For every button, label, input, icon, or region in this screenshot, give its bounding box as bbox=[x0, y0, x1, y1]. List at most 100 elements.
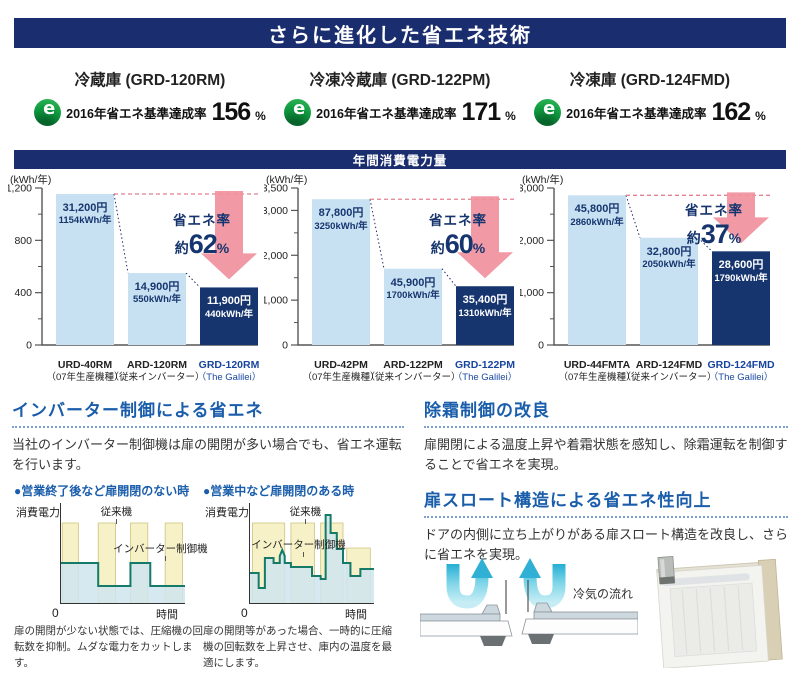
eco-achievement: e 2016年省エネ基準達成率 162 % bbox=[500, 98, 800, 126]
annual-power-title: 年間消費電力量 bbox=[352, 154, 448, 168]
svg-text:0: 0 bbox=[26, 340, 32, 352]
bar-chart-grd122pm: (kWh/年) 3,500 3,000 2,000 1,000 0 省エネ率 約60% … bbox=[264, 166, 524, 388]
bar-chart-grd124fmd: (kWh/年) 3,000 2,000 1,000 0 省エネ率 約37% URD-4… bbox=[520, 166, 780, 388]
section-body: 当社のインバーター制御機は扉の開閉が多い場合でも、省エネ運転を行います。 bbox=[12, 437, 402, 472]
step-chart-doors-opening: ●営業中など扉開閉のある時 消費電力 従来機 インバーター制御機 0 時間 扉の… bbox=[203, 482, 395, 669]
conventional-machine-label: 従来機 bbox=[289, 506, 322, 524]
category-label: ARD-124FMD （従来インバーター） bbox=[621, 359, 717, 383]
svg-text:2,000: 2,000 bbox=[520, 235, 544, 247]
step-chart-plot: 従来機 インバーター制御機 bbox=[60, 503, 208, 604]
door-photo-illustration bbox=[650, 554, 790, 669]
y-axis-unit: (kWh/年) bbox=[522, 174, 564, 186]
door-hinge bbox=[657, 556, 676, 585]
eco-standard-label: 2016年省エネ基準達成率 bbox=[316, 107, 457, 121]
svg-text:800: 800 bbox=[14, 235, 32, 247]
bar-chart-grd120rm: (kWh/年) 1,200 800 400 0 省エネ率 約62% URD-40RM （… bbox=[8, 166, 268, 388]
product-name: 冷凍冷蔵庫 (GRD-122PM) bbox=[309, 72, 491, 89]
eco-standard-label: 2016年省エネ基準達成率 bbox=[566, 107, 707, 121]
step-chart-caption: 扉の開閉が少ない状態では、圧縮機の回転数を抑制。ムダな電力をカットします。 bbox=[14, 625, 203, 669]
svg-text:0: 0 bbox=[538, 340, 544, 352]
door-throat-diagram: 冷気の流れ bbox=[419, 552, 639, 677]
saving-rate-label: 省エネ率 bbox=[429, 213, 487, 228]
y-axis-label: 消費電力 bbox=[16, 507, 60, 519]
category-label: ARD-122PM （従来インバーター） bbox=[365, 359, 461, 383]
svg-text:3,000: 3,000 bbox=[264, 205, 288, 217]
bar-chart-plot: 3,500 3,000 2,000 1,000 0 bbox=[264, 183, 514, 352]
eco-e-icon: e bbox=[284, 98, 312, 126]
inverter-machine-label: インバーター制御機 bbox=[251, 539, 346, 557]
product-freezer: 冷凍庫 (GRD-124FMD) e 2016年省エネ基準達成率 162 % bbox=[500, 68, 800, 126]
cold-air-flow-label: 冷気の流れ bbox=[573, 587, 634, 601]
step-chart-plot: 従来機 インバーター制御機 bbox=[249, 503, 374, 604]
bar-chart-plot: 1,200 800 400 0 bbox=[8, 183, 258, 352]
category-label: GRD-124FMD （The Galilei） bbox=[707, 359, 775, 383]
page-title-banner: さらに進化した省エネ技術 bbox=[14, 18, 786, 48]
saving-rate-callout: 省エネ率 約37% bbox=[648, 203, 780, 250]
product-name: 冷蔵庫 (GRD-120RM) bbox=[74, 72, 226, 89]
eco-e-icon: e bbox=[534, 98, 562, 126]
category-label: URD-40RM （07年生産機種） bbox=[46, 359, 124, 383]
section-heading: 扉スロート構造による省エネ性向上 bbox=[424, 486, 788, 518]
saving-rate-label: 省エネ率 bbox=[173, 213, 231, 228]
throat-cross-section bbox=[419, 558, 639, 646]
category-label: URD-42PM （07年生産機種） bbox=[302, 359, 380, 383]
saving-rate-callout: 省エネ率 約60% bbox=[392, 213, 524, 260]
section-heading: 除霜制御の改良 bbox=[424, 396, 788, 428]
svg-text:3,000: 3,000 bbox=[520, 183, 544, 195]
eco-e-icon: e bbox=[34, 98, 62, 126]
eco-value: 156 bbox=[211, 98, 251, 126]
cold-air-arrow-left bbox=[446, 558, 493, 609]
annual-power-section-banner: 年間消費電力量 bbox=[14, 150, 786, 169]
step-chart-title: ●営業終了後など扉開閉のない時 bbox=[14, 484, 190, 498]
x-axis-origin: 0 bbox=[241, 606, 248, 620]
step-chart-caption: 扉の開閉等があった場合、一時的に圧縮機の回転数を上昇させ、庫内の温度を最適にしま… bbox=[203, 625, 392, 669]
eco-achievement: e 2016年省エネ基準達成率 156 % bbox=[0, 98, 300, 126]
svg-text:1,200: 1,200 bbox=[8, 183, 32, 195]
section-door-throat: 扉スロート構造による省エネ性向上 ドアの内側に立ち上がりがある扉スロート構造を改… bbox=[424, 486, 788, 564]
saving-rate-callout: 省エネ率 約62% bbox=[136, 213, 268, 260]
product-name: 冷凍庫 (GRD-124FMD) bbox=[569, 72, 731, 89]
section-inverter-control: インバーター制御による省エネ 当社のインバーター制御機は扉の開閉が多い場合でも、… bbox=[12, 396, 404, 474]
category-label: URD-44FMTA （07年生産機種） bbox=[558, 359, 636, 383]
product-row: 冷蔵庫 (GRD-120RM) e 2016年省エネ基準達成率 156 % 冷凍… bbox=[0, 68, 800, 148]
saving-rate-value: 約62% bbox=[174, 228, 230, 259]
saving-rate-label: 省エネ率 bbox=[685, 203, 743, 218]
step-chart-title: ●営業中など扉開閉のある時 bbox=[203, 484, 355, 498]
svg-text:1,000: 1,000 bbox=[264, 295, 288, 307]
x-axis-label: 時間 bbox=[345, 609, 367, 621]
product-refrigerator: 冷蔵庫 (GRD-120RM) e 2016年省エネ基準達成率 156 % bbox=[0, 68, 300, 126]
category-label: GRD-120RM （The Galilei） bbox=[196, 359, 262, 383]
eco-value: 162 bbox=[711, 98, 751, 126]
x-axis-label: 時間 bbox=[156, 609, 178, 621]
svg-text:3,500: 3,500 bbox=[264, 183, 288, 195]
y-axis-label: 消費電力 bbox=[205, 507, 249, 519]
eco-unit: % bbox=[755, 109, 766, 123]
svg-text:2,000: 2,000 bbox=[264, 250, 288, 262]
section-defrost-control: 除霜制御の改良 扉開閉による温度上昇や着霜状態を感知し、除霜運転を制御することで… bbox=[424, 396, 788, 474]
annual-power-charts: (kWh/年) 1,200 800 400 0 省エネ率 約62% URD-40RM （… bbox=[0, 166, 800, 388]
eco-standard-label: 2016年省エネ基準達成率 bbox=[66, 107, 207, 121]
inverter-machine-label: インバーター制御機 bbox=[113, 543, 208, 561]
saving-rate-value: 約37% bbox=[686, 218, 742, 249]
section-body: 扉開閉による温度上昇や着霜状態を感知し、除霜運転を制御することで省エネを実現。 bbox=[424, 437, 788, 472]
svg-text:1,000: 1,000 bbox=[520, 287, 544, 299]
section-heading: インバーター制御による省エネ bbox=[12, 396, 404, 428]
svg-text:0: 0 bbox=[282, 340, 288, 352]
eco-unit: % bbox=[255, 109, 266, 123]
bar-chart-plot: 3,000 2,000 1,000 0 bbox=[520, 183, 770, 352]
eco-value: 171 bbox=[461, 98, 501, 126]
door-corner bbox=[656, 556, 783, 669]
step-chart-doors-closed: ●営業終了後など扉開閉のない時 消費電力 従来機 インバーター制御機 0 時間 … bbox=[14, 482, 208, 669]
saving-rate-value: 約60% bbox=[430, 228, 486, 259]
category-label: GRD-122PM （The Galilei） bbox=[452, 359, 518, 383]
y-axis-unit: (kWh/年) bbox=[10, 174, 52, 186]
inverter-pattern-charts: ●営業終了後など扉開閉のない時 消費電力 従来機 インバーター制御機 0 時間 … bbox=[12, 482, 412, 672]
door-cross-section bbox=[419, 580, 639, 646]
cold-air-arrow-right bbox=[519, 558, 566, 609]
eco-achievement: e 2016年省エネ基準達成率 171 % bbox=[250, 98, 550, 126]
x-axis-origin: 0 bbox=[52, 606, 59, 620]
section-body: ドアの内側に立ち上がりがある扉スロート構造を改良し、さらに省エネを実現。 bbox=[424, 527, 789, 562]
conventional-machine-label: 従来機 bbox=[100, 506, 133, 524]
eco-unit: % bbox=[505, 109, 516, 123]
